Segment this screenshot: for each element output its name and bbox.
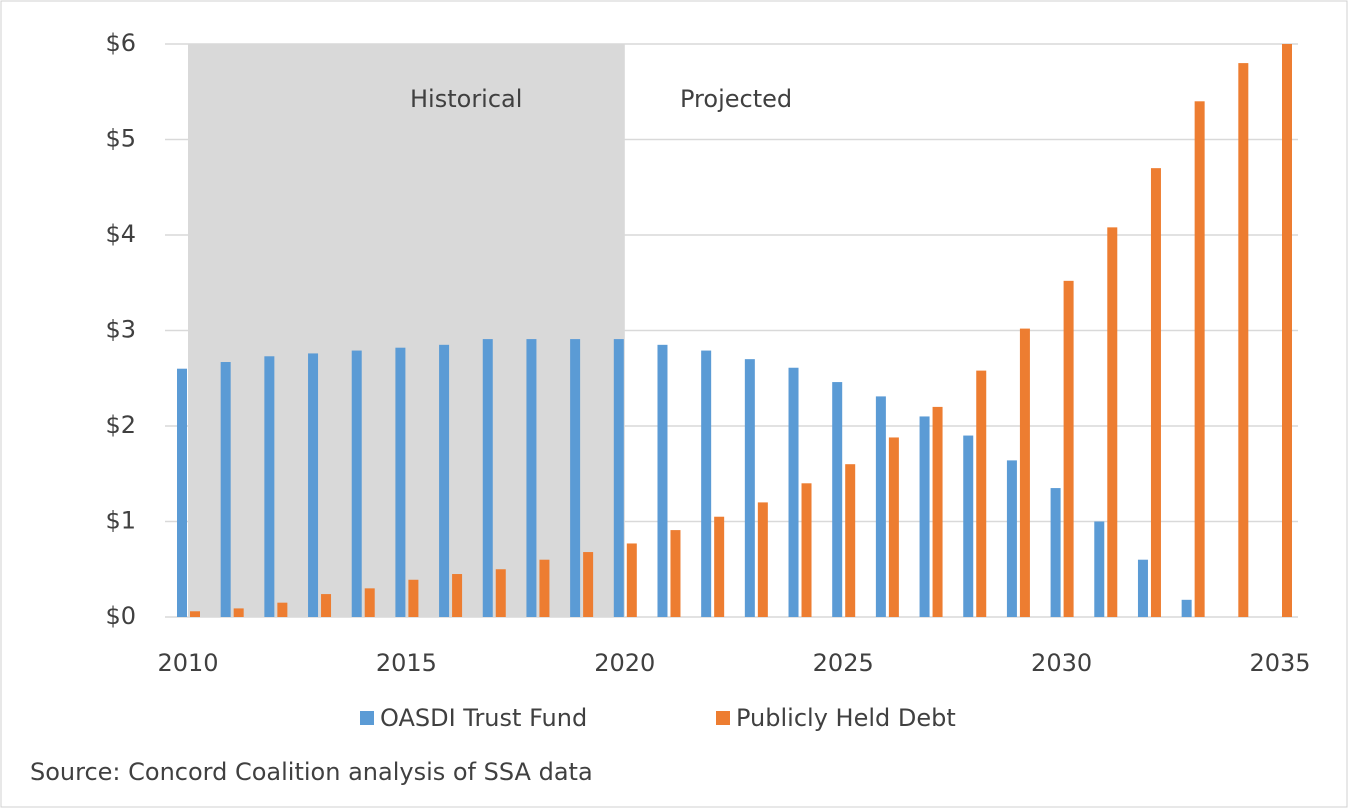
bar bbox=[308, 353, 319, 617]
bar bbox=[875, 396, 886, 617]
bar bbox=[495, 569, 506, 617]
bar bbox=[177, 368, 187, 617]
bar bbox=[1181, 599, 1192, 617]
bar bbox=[1094, 521, 1105, 617]
bar bbox=[277, 602, 288, 617]
bar bbox=[1282, 44, 1292, 617]
legend-label: Publicly Held Debt bbox=[736, 704, 956, 732]
bar bbox=[757, 502, 768, 617]
bar bbox=[845, 464, 856, 617]
bar bbox=[1050, 488, 1061, 617]
annotation: Historical bbox=[410, 85, 522, 113]
bar bbox=[801, 483, 812, 617]
bar bbox=[832, 382, 843, 617]
x-tick-label: 2020 bbox=[594, 649, 655, 677]
annotation: Projected bbox=[680, 85, 792, 113]
legend-swatch bbox=[716, 711, 730, 725]
bar bbox=[321, 594, 332, 617]
bar bbox=[408, 579, 419, 617]
bar bbox=[190, 611, 200, 617]
bar bbox=[264, 356, 275, 617]
bar bbox=[452, 574, 463, 617]
bar bbox=[1150, 168, 1161, 617]
x-tick-label: 2030 bbox=[1031, 649, 1092, 677]
bar bbox=[919, 416, 930, 617]
bar bbox=[482, 339, 493, 617]
bar bbox=[888, 437, 899, 617]
bar bbox=[714, 516, 725, 617]
x-tick-label: 2025 bbox=[813, 649, 874, 677]
x-tick-label: 2010 bbox=[157, 649, 218, 677]
x-tick-label: 2015 bbox=[376, 649, 437, 677]
bar bbox=[570, 339, 581, 617]
bar bbox=[395, 347, 406, 617]
y-tick-label: $3 bbox=[105, 316, 136, 344]
bar bbox=[439, 344, 450, 617]
bar bbox=[963, 435, 974, 617]
foreground-layer bbox=[177, 44, 1292, 618]
legend-swatch bbox=[360, 711, 374, 725]
y-tick-label: $2 bbox=[105, 411, 136, 439]
bar bbox=[657, 344, 668, 617]
legend-label: OASDI Trust Fund bbox=[380, 704, 587, 732]
bar bbox=[1019, 328, 1030, 617]
bar bbox=[1063, 280, 1074, 617]
bar bbox=[364, 588, 375, 617]
y-tick-label: $4 bbox=[105, 220, 136, 248]
bar bbox=[526, 339, 537, 617]
bar bbox=[1194, 101, 1205, 618]
bar bbox=[1006, 460, 1017, 617]
bar bbox=[626, 543, 637, 617]
y-tick-label: $5 bbox=[105, 125, 136, 153]
bar bbox=[744, 359, 755, 617]
y-tick-label: $6 bbox=[105, 29, 136, 57]
source-note: Source: Concord Coalition analysis of SS… bbox=[30, 758, 593, 786]
bar bbox=[701, 350, 712, 617]
bar bbox=[788, 367, 799, 617]
bar bbox=[932, 406, 943, 617]
bar bbox=[351, 350, 362, 617]
bar bbox=[976, 370, 987, 617]
x-tick-label: 2035 bbox=[1249, 649, 1310, 677]
bar bbox=[583, 552, 594, 617]
bar bbox=[1137, 559, 1148, 617]
bar bbox=[1238, 63, 1249, 618]
bar bbox=[539, 559, 550, 617]
bar bbox=[233, 608, 244, 617]
bar bbox=[220, 362, 231, 617]
y-tick-label: $0 bbox=[105, 602, 136, 630]
bar bbox=[613, 339, 624, 617]
y-tick-label: $1 bbox=[105, 507, 136, 535]
bar bbox=[670, 530, 681, 617]
bar bbox=[1107, 227, 1118, 618]
